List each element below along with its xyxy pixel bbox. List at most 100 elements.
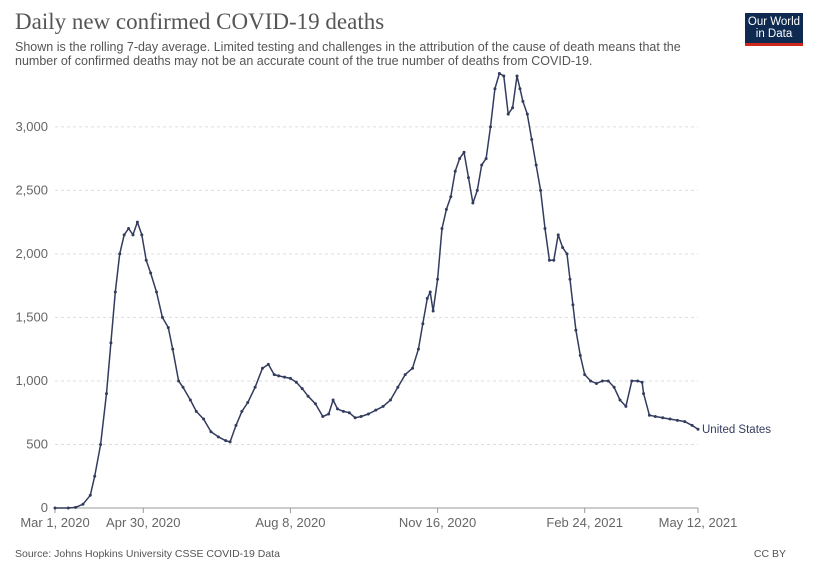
data-point: [530, 138, 534, 142]
x-axis: Mar 1, 2020 Apr 30, 2020 Aug 8, 2020 Nov 16…: [20, 507, 738, 530]
data-point: [475, 188, 479, 192]
data-point: [431, 309, 435, 313]
data-point: [630, 379, 634, 383]
data-point: [396, 385, 400, 389]
data-point: [288, 376, 292, 380]
data-point: [683, 420, 687, 424]
data-point: [436, 277, 440, 281]
data-point: [149, 271, 153, 275]
data-point: [381, 404, 385, 408]
x-tick-label: Nov 16, 2020: [399, 515, 476, 530]
x-tick-label: May 12, 2021: [659, 515, 738, 530]
data-point: [506, 112, 510, 116]
y-tick-label: 0: [41, 500, 48, 515]
owid-logo[interactable]: Our World in Data: [745, 13, 803, 46]
data-point: [449, 195, 453, 199]
data-point: [421, 322, 425, 326]
data-point: [374, 408, 378, 412]
data-point: [160, 315, 164, 319]
chart-subtitle: Shown is the rolling 7-day average. Limi…: [15, 40, 681, 68]
data-point: [547, 258, 551, 262]
data-point: [636, 379, 640, 383]
data-point: [234, 423, 238, 427]
data-point: [313, 402, 317, 406]
data-point: [618, 398, 622, 402]
data-point: [294, 380, 298, 384]
data-point: [359, 415, 363, 419]
data-point: [202, 417, 206, 421]
data-point: [341, 409, 345, 413]
data-point: [403, 373, 407, 377]
data-point: [118, 252, 122, 256]
data-point: [425, 296, 429, 300]
data-point: [388, 398, 392, 402]
gridlines: [55, 126, 698, 445]
data-point: [240, 409, 244, 413]
data-point: [552, 258, 556, 262]
data-point: [525, 112, 529, 116]
data-point: [583, 373, 587, 377]
data-point: [675, 418, 679, 422]
source-note[interactable]: Source: Johns Hopkins University CSSE CO…: [15, 548, 280, 560]
data-point: [109, 341, 113, 345]
y-axis-ticks: 0 500 1,000 1,500 2,000 2,500 3,000: [15, 119, 48, 515]
data-point: [181, 385, 185, 389]
data-point: [515, 74, 519, 78]
data-point: [612, 385, 616, 389]
data-point: [246, 401, 250, 405]
data-point: [511, 106, 515, 110]
series-line: [55, 72, 699, 509]
data-point: [131, 233, 135, 237]
data-point: [283, 375, 287, 379]
data-point: [155, 290, 159, 294]
logo-line-2: in Data: [755, 28, 793, 40]
y-tick-label: 2,500: [15, 182, 48, 197]
data-point: [453, 169, 457, 173]
x-tick-label: Apr 30, 2020: [106, 515, 180, 530]
data-point: [300, 387, 304, 391]
data-point: [440, 226, 444, 230]
data-point: [568, 277, 572, 281]
data-point: [66, 506, 70, 510]
series-group: United States: [53, 71, 771, 510]
data-point: [696, 427, 700, 431]
data-point: [668, 417, 672, 421]
data-point: [556, 233, 560, 237]
data-point: [188, 398, 192, 402]
data-point: [228, 440, 232, 444]
data-point: [194, 409, 198, 413]
data-point: [444, 207, 448, 211]
data-point: [493, 87, 497, 91]
data-point: [353, 416, 357, 420]
chart-title: Daily new confirmed COVID-19 deaths: [15, 9, 385, 34]
data-point: [140, 233, 144, 237]
data-point: [480, 163, 484, 167]
data-point: [272, 373, 276, 377]
series-label: United States: [702, 424, 771, 436]
data-point: [416, 347, 420, 351]
logo-line-1: Our World: [747, 16, 801, 28]
data-point: [600, 379, 604, 383]
data-point: [539, 188, 543, 192]
data-point: [321, 415, 325, 419]
y-tick-label: 1,500: [15, 309, 48, 324]
data-point: [458, 157, 462, 161]
data-point: [113, 290, 117, 294]
data-point: [642, 392, 646, 396]
data-point: [104, 392, 108, 396]
data-point: [624, 404, 628, 408]
data-point: [266, 362, 270, 366]
data-point: [521, 99, 525, 103]
data-point: [277, 374, 281, 378]
y-tick-label: 3,000: [15, 119, 48, 134]
data-point: [209, 430, 213, 434]
data-point: [653, 415, 657, 419]
data-point: [497, 71, 501, 75]
data-point: [489, 125, 493, 129]
data-point: [144, 258, 148, 262]
data-point: [574, 328, 578, 332]
data-point: [690, 423, 694, 427]
data-point: [74, 505, 78, 509]
license-label[interactable]: CC BY: [753, 548, 786, 560]
x-tick-label: Feb 24, 2021: [546, 515, 623, 530]
